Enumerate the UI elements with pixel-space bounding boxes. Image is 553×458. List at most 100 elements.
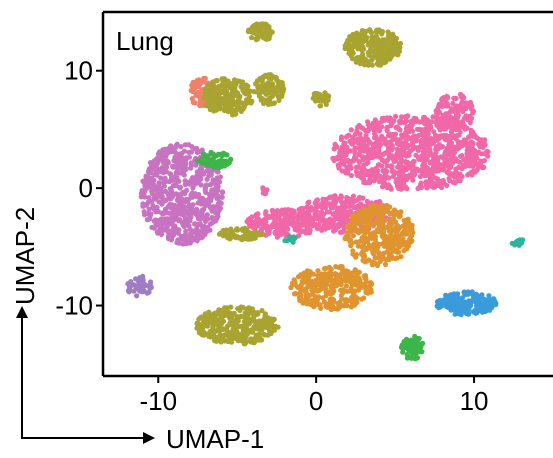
scatter-point xyxy=(441,132,447,138)
scatter-point xyxy=(357,238,363,244)
x-axis-ticks: -10 0 10 xyxy=(139,376,489,416)
scatter-point xyxy=(146,195,152,201)
scatter-point xyxy=(389,142,395,148)
scatter-point xyxy=(454,113,460,119)
scatter-point xyxy=(352,267,358,273)
scatter-point xyxy=(334,276,340,282)
scatter-point xyxy=(347,44,353,50)
y-tick-label: 0 xyxy=(79,173,93,203)
scatter-point xyxy=(182,142,188,148)
scatter-point xyxy=(431,162,437,168)
scatter-point xyxy=(206,333,212,339)
scatter-point xyxy=(369,57,375,63)
scatter-point xyxy=(379,31,385,37)
scatter-point xyxy=(212,177,218,183)
scatter-point xyxy=(149,198,155,204)
scatter-point xyxy=(355,203,361,209)
scatter-point xyxy=(225,338,231,345)
scatter-point xyxy=(345,268,351,275)
scatter-point xyxy=(197,166,203,172)
scatter-point xyxy=(253,81,259,87)
scatter-point xyxy=(397,140,403,146)
scatter-point xyxy=(187,203,193,210)
scatter-point xyxy=(309,287,315,293)
scatter-point xyxy=(460,93,466,99)
scatter-point xyxy=(147,160,154,166)
y-axis-ticks: 10 0 -10 xyxy=(55,56,103,321)
scatter-point xyxy=(269,73,275,79)
scatter-point xyxy=(429,138,435,144)
scatter-point xyxy=(439,162,445,168)
scatter-point xyxy=(210,81,216,87)
scatter-point xyxy=(365,62,371,68)
scatter-point xyxy=(276,97,282,103)
scatter-point xyxy=(356,122,362,129)
scatter-point xyxy=(326,93,332,99)
scatter-point xyxy=(248,100,254,106)
plot-frame xyxy=(101,10,553,378)
scatter-point xyxy=(367,139,373,145)
scatter-point xyxy=(417,342,423,348)
scatter-point xyxy=(145,211,151,217)
scatter-point xyxy=(445,120,451,126)
scatter-point xyxy=(336,302,342,308)
scatter-point xyxy=(468,169,475,175)
scatter-point xyxy=(485,153,491,159)
scatter-point xyxy=(203,216,209,222)
scatter-point xyxy=(323,99,329,105)
scatter-point xyxy=(217,160,223,166)
scatter-point xyxy=(370,234,376,240)
scatter-point xyxy=(333,271,339,277)
scatter-point xyxy=(401,339,407,345)
scatter-point xyxy=(189,228,195,234)
scatter-point xyxy=(428,119,435,125)
scatter-point xyxy=(378,254,384,260)
scatter-point xyxy=(214,168,220,174)
scatter-point xyxy=(181,190,187,196)
scatter-point xyxy=(206,173,212,179)
scatter-point xyxy=(369,281,375,287)
scatter-point xyxy=(344,210,350,216)
scatter-point xyxy=(361,137,367,143)
scatter-point xyxy=(347,228,353,235)
scatter-point xyxy=(313,208,320,214)
scatter-point xyxy=(154,204,160,210)
scatter-point xyxy=(221,150,227,156)
scatter-point xyxy=(445,168,451,174)
scatter-point xyxy=(349,281,355,287)
scatter-point xyxy=(381,58,387,64)
scatter-point xyxy=(285,213,291,219)
scatter-point xyxy=(126,284,133,290)
scatter-point xyxy=(340,207,346,213)
scatter-point xyxy=(212,315,218,321)
scatter-point xyxy=(444,101,450,107)
scatter-point xyxy=(370,124,376,130)
scatter-point xyxy=(271,85,278,91)
scatter-point xyxy=(326,201,332,207)
scatter-point xyxy=(330,219,336,225)
scatter-point xyxy=(160,199,166,205)
scatter-point xyxy=(469,152,475,158)
scatter-point xyxy=(343,298,349,304)
scatter-point xyxy=(443,299,449,305)
x-tick-label: -10 xyxy=(139,386,177,416)
scatter-point xyxy=(280,88,286,94)
scatter-point xyxy=(228,304,234,310)
scatter-point xyxy=(178,196,185,202)
scatter-point xyxy=(301,228,307,234)
scatter-point xyxy=(315,268,321,274)
scatter-point xyxy=(456,132,462,138)
scatter-point xyxy=(486,293,492,299)
scatter-point xyxy=(187,240,193,246)
scatter-point xyxy=(240,333,247,339)
scatter-point xyxy=(251,340,257,346)
scatter-point xyxy=(410,162,416,168)
scatter-point xyxy=(407,127,413,133)
scatter-point xyxy=(361,252,367,258)
scatter-point xyxy=(393,113,399,120)
scatter-point xyxy=(203,182,209,188)
scatter-point xyxy=(376,38,382,44)
scatter-point xyxy=(318,103,324,109)
scatter-point xyxy=(406,150,412,156)
scatter-point xyxy=(382,139,388,145)
